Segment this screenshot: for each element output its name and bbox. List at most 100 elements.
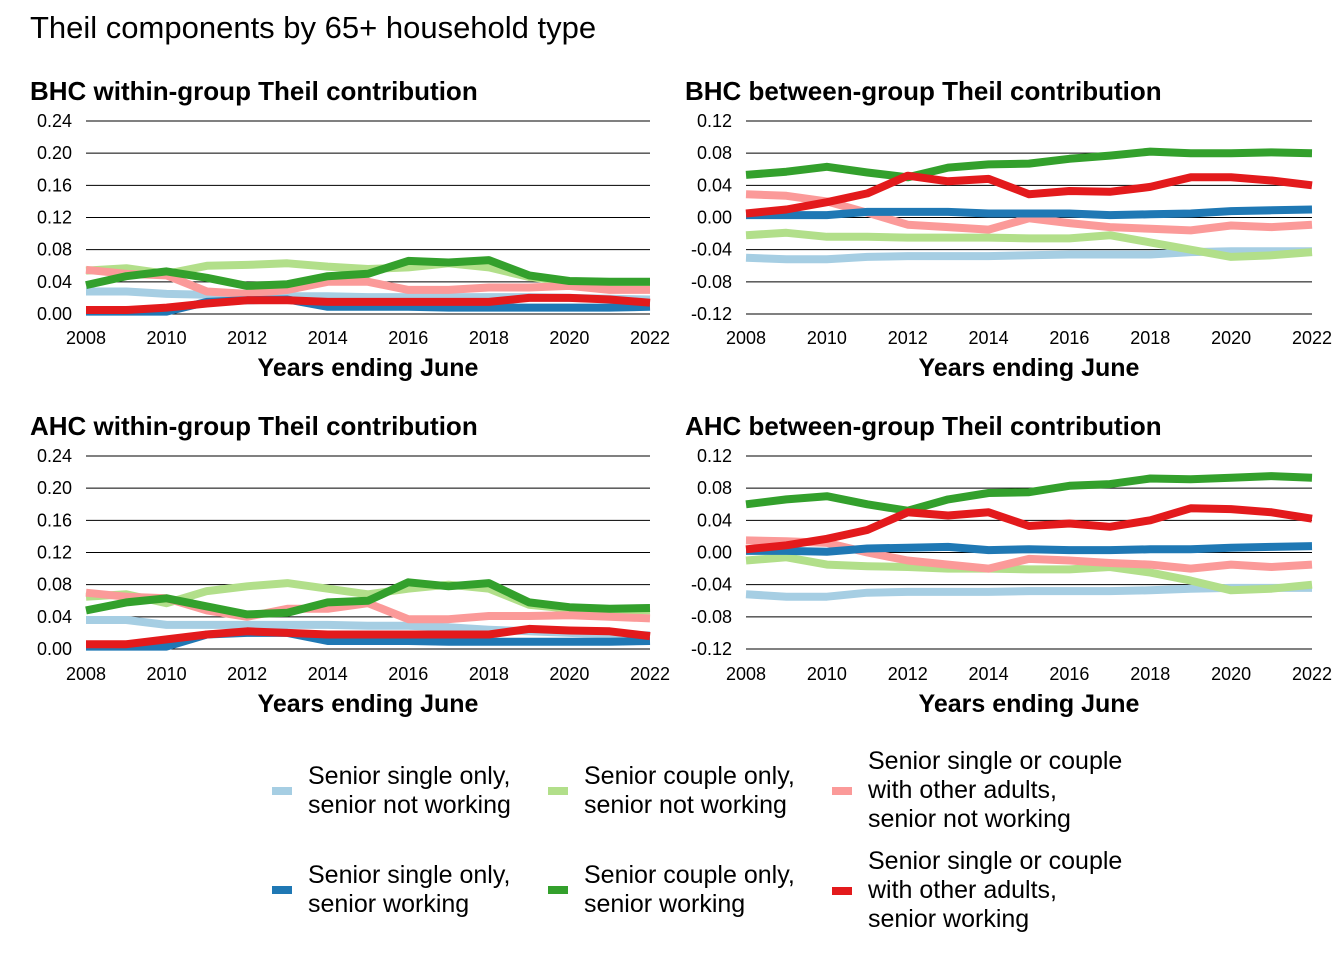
y-tick-label: 0.00	[697, 208, 732, 228]
y-tick-label: 0.04	[37, 607, 72, 627]
y-tick-label: 0.20	[37, 478, 72, 498]
y-tick-label: 0.24	[37, 446, 72, 466]
x-tick-label: 2008	[66, 664, 106, 684]
x-tick-label: 2022	[1292, 328, 1332, 348]
legend-item: Senior single or couple with other adult…	[832, 847, 1122, 934]
legend-swatch	[272, 787, 292, 795]
x-tick-label: 2008	[726, 328, 766, 348]
chart-panel: BHC within-group Theil contribution 0.00 0…	[30, 76, 670, 382]
figure-title: Theil components by 65+ household type	[30, 10, 597, 45]
x-tick-label: 2012	[227, 664, 267, 684]
x-tick-label: 2018	[1130, 664, 1170, 684]
x-tick-label: 2008	[726, 664, 766, 684]
legend-swatch	[548, 886, 568, 894]
x-tick-label: 2010	[147, 328, 187, 348]
series-line	[745, 536, 1313, 573]
y-tick-label: 0.12	[697, 111, 732, 131]
x-tick-label: 2020	[549, 664, 589, 684]
x-tick-label: 2020	[1211, 664, 1251, 684]
x-tick-label: 2014	[969, 664, 1009, 684]
legend-item: Senior single only, senior not working	[272, 762, 511, 820]
y-tick-label: 0.08	[37, 240, 72, 260]
series-line	[745, 553, 1313, 595]
x-tick-label: 2012	[227, 328, 267, 348]
series-line	[746, 205, 1313, 220]
y-tick-label: 0.00	[37, 639, 72, 659]
chart-title: AHC between-group Theil contribution	[685, 411, 1162, 441]
legend-swatch	[832, 886, 852, 895]
series-line	[85, 256, 650, 290]
y-tick-label: 0.20	[37, 143, 72, 163]
y-tick-label: 0.08	[37, 575, 72, 595]
y-tick-label: 0.12	[37, 543, 72, 563]
chart-title: BHC within-group Theil contribution	[30, 76, 478, 106]
series-line	[745, 147, 1313, 182]
y-tick-label: 0.04	[697, 175, 732, 195]
x-tick-label: 2010	[807, 328, 847, 348]
series-line	[745, 228, 1313, 261]
y-tick-label: 0.08	[697, 478, 732, 498]
legend-label: Senior single only, senior not working	[308, 762, 511, 819]
x-tick-label: 2016	[388, 328, 428, 348]
legend-swatch	[832, 786, 852, 795]
y-tick-label: 0.16	[37, 175, 72, 195]
chart-panel: BHC between-group Theil contribution -0.1…	[685, 76, 1332, 382]
chart-panel: AHC within-group Theil contribution 0.00 0…	[30, 411, 670, 718]
x-axis-label: Years ending June	[919, 690, 1140, 718]
y-tick-label: 0.16	[37, 510, 72, 530]
legend-swatch	[548, 787, 568, 795]
y-tick-label: 0.04	[697, 510, 732, 530]
legend-swatch	[272, 886, 292, 894]
x-tick-label: 2012	[888, 328, 928, 348]
legend-item: Senior couple only, senior not working	[548, 762, 795, 820]
series-line	[745, 171, 1313, 218]
legend-item: Senior single or couple with other adult…	[832, 747, 1122, 834]
x-tick-label: 2020	[549, 328, 589, 348]
y-tick-label: 0.24	[37, 111, 72, 131]
x-tick-label: 2016	[388, 664, 428, 684]
legend-label: Senior single only, senior working	[308, 861, 511, 918]
chart-title: BHC between-group Theil contribution	[685, 76, 1162, 106]
x-tick-label: 2018	[469, 664, 509, 684]
y-tick-label: -0.08	[691, 272, 732, 292]
legend-label: Senior couple only, senior not working	[584, 762, 795, 819]
x-tick-label: 2014	[969, 328, 1009, 348]
x-tick-label: 2014	[308, 664, 348, 684]
x-tick-label: 2016	[1049, 328, 1089, 348]
x-tick-label: 2022	[630, 664, 670, 684]
chart-panel: AHC between-group Theil contribution -0.1…	[685, 411, 1332, 718]
series-line	[746, 542, 1313, 556]
x-tick-label: 2010	[807, 664, 847, 684]
y-tick-label: -0.04	[691, 575, 732, 595]
x-axis-label: Years ending June	[919, 354, 1140, 382]
x-tick-label: 2018	[469, 328, 509, 348]
x-tick-label: 2014	[308, 328, 348, 348]
series-line	[86, 293, 651, 314]
series-line	[86, 624, 651, 649]
legend-label: Senior single or couple with other adult…	[868, 747, 1123, 833]
x-tick-label: 2008	[66, 328, 106, 348]
series-line	[85, 265, 650, 298]
series-line	[745, 504, 1313, 554]
y-tick-label: 0.08	[697, 143, 732, 163]
chart-title: AHC within-group Theil contribution	[30, 411, 478, 441]
x-tick-label: 2010	[147, 664, 187, 684]
y-tick-label: -0.08	[691, 607, 732, 627]
x-tick-label: 2022	[630, 328, 670, 348]
x-tick-label: 2022	[1292, 664, 1332, 684]
x-tick-label: 2016	[1049, 664, 1089, 684]
y-tick-label: 0.00	[697, 543, 732, 563]
x-tick-label: 2012	[888, 664, 928, 684]
x-axis-label: Years ending June	[258, 354, 479, 382]
x-tick-label: 2020	[1211, 328, 1251, 348]
x-axis-label: Years ending June	[258, 690, 479, 718]
y-tick-label: 0.12	[37, 208, 72, 228]
series-line	[745, 472, 1313, 515]
legend-label: Senior couple only, senior working	[584, 861, 795, 918]
y-tick-label: -0.04	[691, 240, 732, 260]
series-line	[86, 628, 651, 651]
x-tick-label: 2018	[1130, 328, 1170, 348]
y-tick-label: -0.12	[691, 304, 732, 324]
